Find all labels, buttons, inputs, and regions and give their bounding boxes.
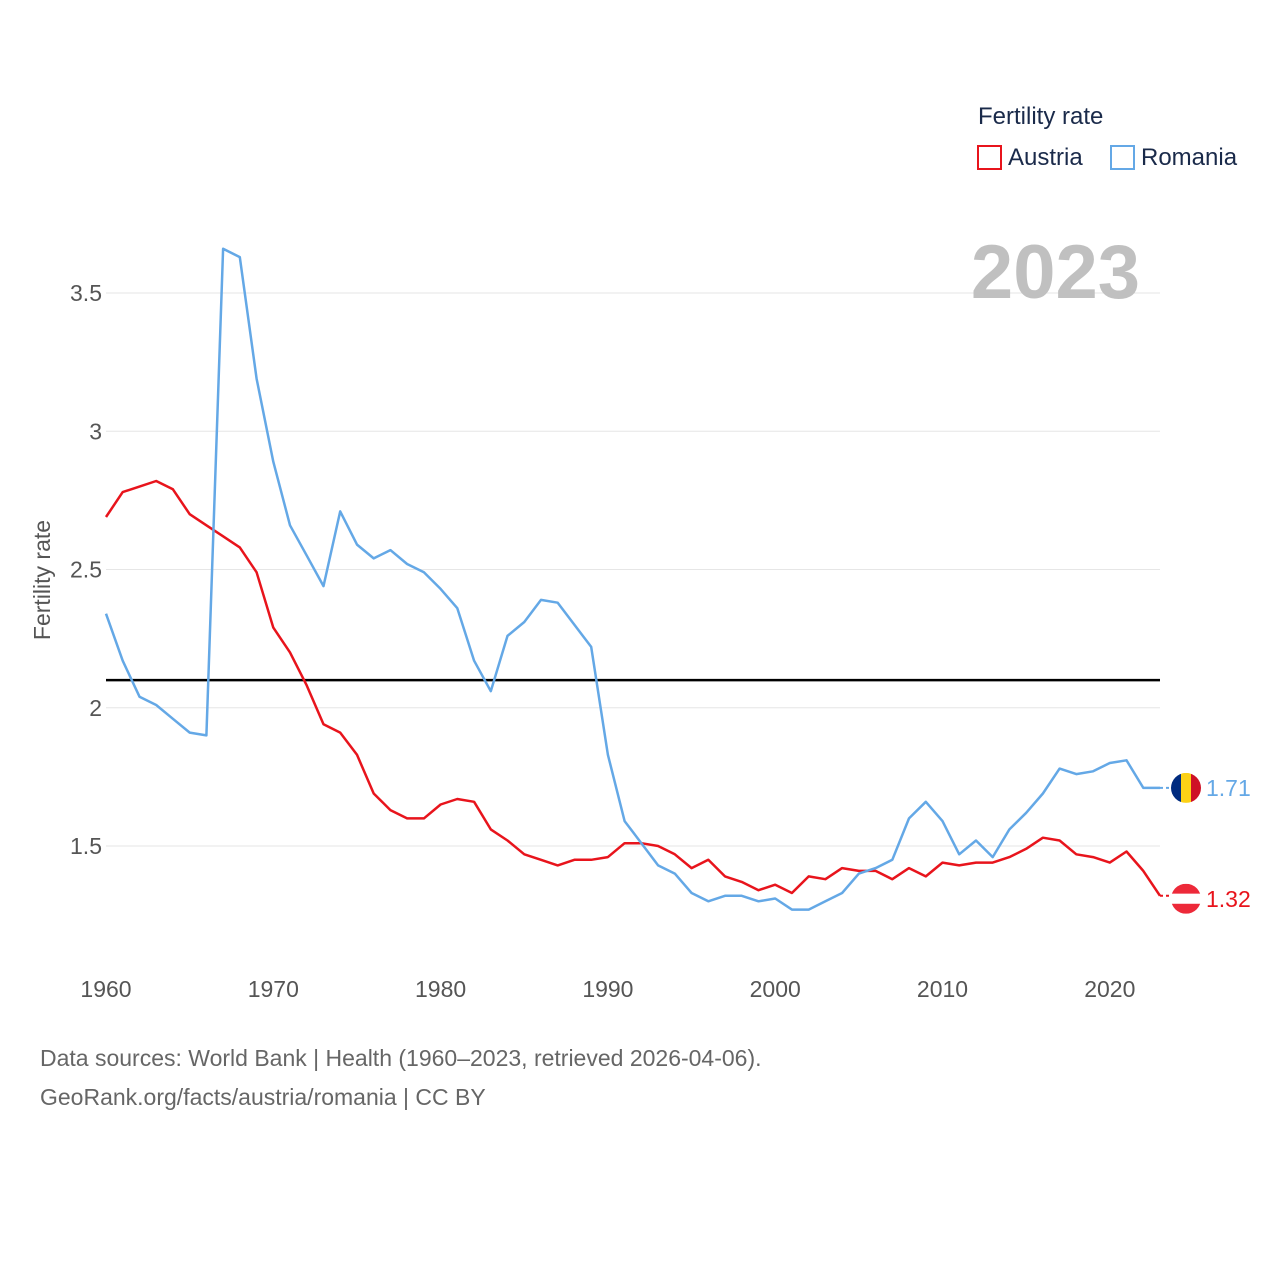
series-line-romania [104, 247, 1160, 911]
end-markers: 1.32 1.71 [1160, 772, 1251, 914]
x-tick-label: 1960 [80, 976, 131, 1002]
x-tick-label: 2020 [1084, 976, 1135, 1002]
legend-label-austria: Austria [1008, 144, 1083, 171]
flag-romania-icon [1171, 772, 1201, 803]
x-tick-label: 2010 [917, 976, 968, 1002]
y-axis-title: Fertility rate [29, 520, 55, 640]
x-tick-label: 1970 [248, 976, 299, 1002]
fertility-chart: 1.5 2 2.5 3 3.5 1960 1970 1980 1990 2000 2010 2020… [29, 103, 1251, 1002]
footer-attribution: GeoRank.org/facts/austria/romania | CC B… [40, 1084, 486, 1110]
legend-swatch-romania [1110, 145, 1135, 170]
y-tick-label: 3 [89, 418, 102, 444]
series-lines [104, 247, 1162, 911]
year-label: 2023 [971, 230, 1140, 315]
y-tick-label: 3.5 [70, 280, 102, 306]
legend-label-romania: Romania [1141, 144, 1238, 171]
x-axis-ticks: 1960 1970 1980 1990 2000 2010 2020 [80, 976, 1135, 1002]
y-tick-label: 2.5 [70, 557, 102, 583]
footer-sources: Data sources: World Bank | Health (1960–… [40, 1045, 762, 1071]
legend-title: Fertility rate [978, 103, 1103, 130]
legend-swatch-austria [977, 145, 1002, 170]
end-label-romania: 1.71 [1206, 775, 1251, 801]
grid-lines [106, 292, 1160, 847]
legend: Fertility rate Austria Romania [977, 103, 1238, 171]
x-tick-label: 2000 [750, 976, 801, 1002]
y-tick-label: 1.5 [70, 833, 102, 859]
y-tick-label: 2 [89, 695, 102, 721]
y-axis-ticks: 1.5 2 2.5 3 3.5 [70, 280, 102, 859]
x-tick-label: 1990 [582, 976, 633, 1002]
flag-austria-icon [1171, 883, 1201, 914]
series-line-austria [104, 479, 1162, 897]
x-tick-label: 1980 [415, 976, 466, 1002]
end-label-austria: 1.32 [1206, 886, 1251, 912]
